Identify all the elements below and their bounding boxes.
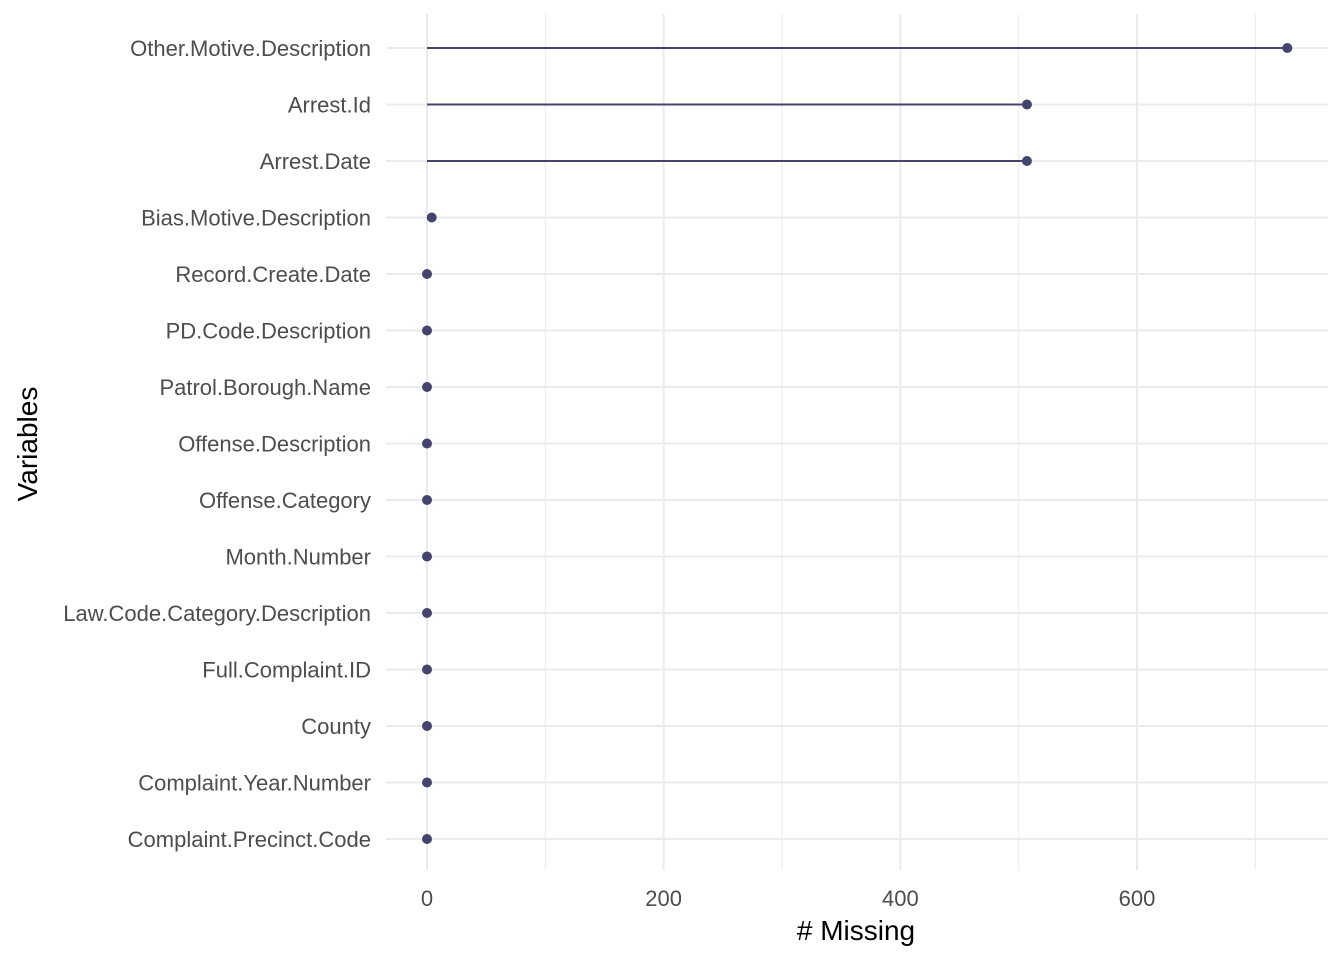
y-tick-label: Record.Create.Date xyxy=(175,262,371,287)
lollipop-point xyxy=(426,212,437,223)
lollipop-point xyxy=(1021,156,1032,166)
labels-layer: 0 200 400 600 Other.Motive.Description Arrest… xyxy=(63,36,1155,911)
lollipop-point xyxy=(422,777,432,788)
x-tick-label: 400 xyxy=(882,886,919,911)
marks-layer xyxy=(422,43,1293,844)
y-tick-label: Offense.Description xyxy=(178,432,371,457)
lollipop-point xyxy=(422,269,432,279)
y-tick-label: Bias.Motive.Description xyxy=(141,206,371,231)
y-tick-label: Law.Code.Category.Description xyxy=(63,601,371,626)
y-tick-label: PD.Code.Description xyxy=(166,319,371,344)
x-tick-label: 600 xyxy=(1119,886,1156,911)
y-tick-label: Arrest.Date xyxy=(260,149,371,174)
lollipop-point xyxy=(422,721,432,731)
lollipop-point xyxy=(1282,43,1293,53)
y-tick-label: Patrol.Borough.Name xyxy=(159,375,371,400)
lollipop-point xyxy=(422,608,432,618)
y-tick-label: Offense.Category xyxy=(199,488,371,513)
lollipop-point xyxy=(422,325,432,336)
x-tick-label: 200 xyxy=(645,886,682,911)
y-tick-label: Full.Complaint.ID xyxy=(202,658,371,683)
lollipop-point xyxy=(422,834,432,844)
grid-layer xyxy=(386,14,1328,870)
lollipop-point xyxy=(422,495,432,505)
lollipop-point xyxy=(422,438,432,449)
lollipop-point xyxy=(1021,99,1032,110)
x-tick-label: 0 xyxy=(421,886,433,911)
y-tick-label: Complaint.Precinct.Code xyxy=(128,827,371,852)
y-axis-title: Variables xyxy=(12,387,43,502)
y-tick-label: Complaint.Year.Number xyxy=(138,771,371,796)
lollipop-point xyxy=(422,664,432,675)
lollipop-point xyxy=(422,551,432,562)
y-tick-label: County xyxy=(301,714,371,739)
y-tick-label: Arrest.Id xyxy=(288,93,371,118)
y-tick-label: Month.Number xyxy=(225,545,371,570)
y-tick-label: Other.Motive.Description xyxy=(130,36,371,61)
x-axis-title: # Missing xyxy=(797,915,915,946)
lollipop-point xyxy=(422,382,432,392)
